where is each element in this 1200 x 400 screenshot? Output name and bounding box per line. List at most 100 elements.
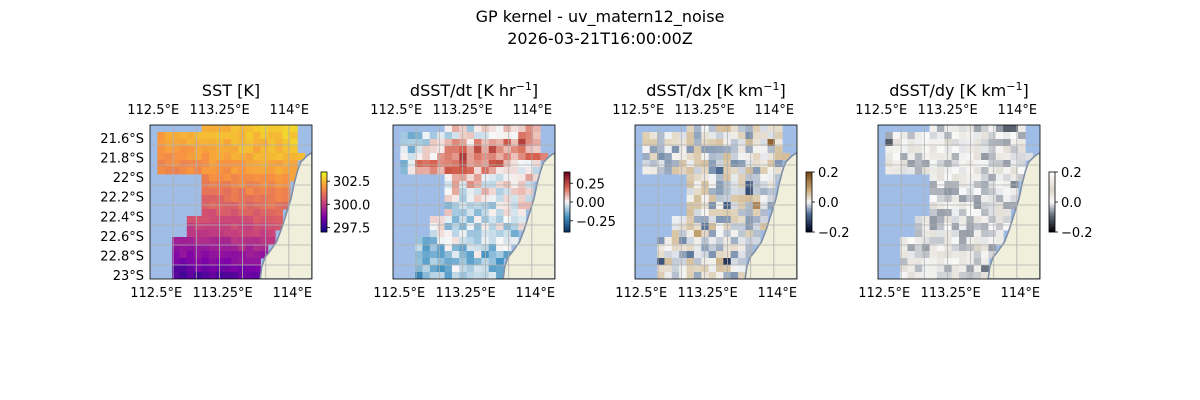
- heatmap-cell: [701, 174, 710, 182]
- heatmap-cell: [929, 209, 938, 217]
- colorbar-segment: [806, 198, 812, 201]
- heatmap-cell: [981, 223, 989, 231]
- heatmap-cell: [201, 160, 210, 168]
- heatmap-cell: [708, 258, 717, 266]
- colorbar-tick-label: 297.5: [333, 221, 370, 236]
- heatmap-cell: [738, 195, 746, 203]
- heatmap-cell: [437, 244, 445, 252]
- heatmap-cell: [208, 202, 217, 210]
- heatmap-cell: [708, 195, 717, 203]
- heatmap-cell: [686, 160, 695, 168]
- heatmap-cell: [216, 160, 225, 168]
- heatmap-cell: [437, 160, 445, 168]
- heatmap-cell: [245, 223, 254, 231]
- heatmap-cell: [929, 167, 938, 175]
- heatmap-cell: [253, 216, 261, 224]
- heatmap-cell: [730, 272, 739, 279]
- heatmap-cell: [407, 160, 416, 168]
- heatmap-cell: [444, 209, 453, 217]
- heatmap-cell: [510, 174, 519, 182]
- heatmap-cell: [973, 216, 982, 224]
- heatmap-cell: [429, 237, 438, 245]
- x-tick-label-top: 113.25°E: [675, 103, 735, 118]
- heatmap-cell: [231, 272, 239, 279]
- heatmap-cell: [716, 174, 724, 182]
- heatmap-cell: [503, 146, 512, 154]
- colorbar-segment: [564, 218, 570, 221]
- heatmap-cell: [400, 146, 409, 154]
- heatmap-cell: [900, 258, 908, 266]
- heatmap-cell: [503, 230, 512, 238]
- heatmap-cell: [686, 272, 695, 279]
- heatmap-cell: [186, 258, 195, 266]
- heatmap-cell: [716, 139, 724, 147]
- heatmap-cell: [525, 139, 534, 147]
- heatmap-cell: [186, 272, 195, 279]
- heatmap-cell: [774, 146, 783, 154]
- colorbar-segment: [1049, 192, 1055, 195]
- axes-frame: [877, 124, 1041, 280]
- colorbar-segment: [321, 208, 327, 211]
- heatmap-cell: [1003, 139, 1011, 147]
- heatmap-cell: [172, 139, 180, 147]
- heatmap-cell: [951, 216, 960, 224]
- heatmap-cell: [951, 223, 960, 231]
- heatmap-cell: [216, 272, 225, 279]
- heatmap-cell: [253, 132, 261, 140]
- heatmap-cell: [157, 146, 166, 154]
- heatmap-cell: [459, 125, 468, 133]
- heatmap-cell: [260, 251, 269, 259]
- heatmap-cell: [496, 167, 504, 175]
- heatmap-cell: [951, 132, 960, 140]
- x-tick-label-bottom: 112.5°E: [615, 286, 667, 301]
- heatmap-cell: [179, 272, 188, 279]
- heatmap-cell: [671, 230, 680, 238]
- heatmap-cell: [488, 202, 497, 210]
- heatmap-cell: [459, 202, 468, 210]
- colorbar-segment: [321, 194, 327, 197]
- heatmap-cell: [907, 251, 916, 259]
- heatmap-cell: [929, 237, 938, 245]
- heatmap-cell: [642, 132, 651, 140]
- colorbar-frame: [320, 171, 328, 233]
- heatmap-cell: [944, 230, 953, 238]
- heatmap-cell: [245, 167, 254, 175]
- heatmap-cell: [223, 132, 232, 140]
- heatmap-cell: [701, 167, 710, 175]
- heatmap-cell: [415, 272, 423, 279]
- heatmap-cell: [951, 209, 960, 217]
- x-tick-label-top: 112.5°E: [855, 103, 907, 118]
- heatmap-cell: [451, 139, 460, 147]
- heatmap-cell: [496, 160, 504, 168]
- heatmap-cell: [708, 237, 717, 245]
- heatmap-cell: [245, 237, 254, 245]
- heatmap-cell: [179, 167, 188, 175]
- heatmap-cell: [253, 265, 261, 273]
- heatmap-cell: [1003, 153, 1011, 161]
- panel-2: dSST/dt [K hr−1] 112.5°E 112.5°E 113.25°E 11…: [370, 80, 616, 301]
- heatmap-cell: [518, 195, 526, 203]
- heatmap-cell: [275, 125, 283, 133]
- heatmap-cell: [760, 167, 768, 175]
- heatmap-cell: [503, 125, 512, 133]
- colorbar-segment: [1049, 202, 1055, 205]
- heatmap-cell: [415, 265, 423, 273]
- heatmap-cell: [179, 153, 188, 161]
- heatmap-cell: [657, 146, 665, 154]
- heatmap-cell: [466, 153, 475, 161]
- heatmap-cell: [289, 146, 298, 154]
- heatmap-cell: [223, 223, 232, 231]
- heatmap-cell: [959, 195, 967, 203]
- heatmap-cell: [1003, 209, 1011, 217]
- heatmap-cell: [429, 167, 438, 175]
- heatmap-cell: [730, 153, 739, 161]
- heatmap-cell: [981, 125, 989, 133]
- heatmap-cell: [973, 272, 982, 279]
- heatmap-cell: [774, 153, 783, 161]
- heatmap-cell: [444, 125, 453, 133]
- heatmap-cell: [752, 237, 761, 245]
- heatmap-cell: [716, 258, 724, 266]
- heatmap-cell: [951, 125, 960, 133]
- heatmap-cell: [730, 174, 739, 182]
- heatmap-cell: [988, 251, 997, 259]
